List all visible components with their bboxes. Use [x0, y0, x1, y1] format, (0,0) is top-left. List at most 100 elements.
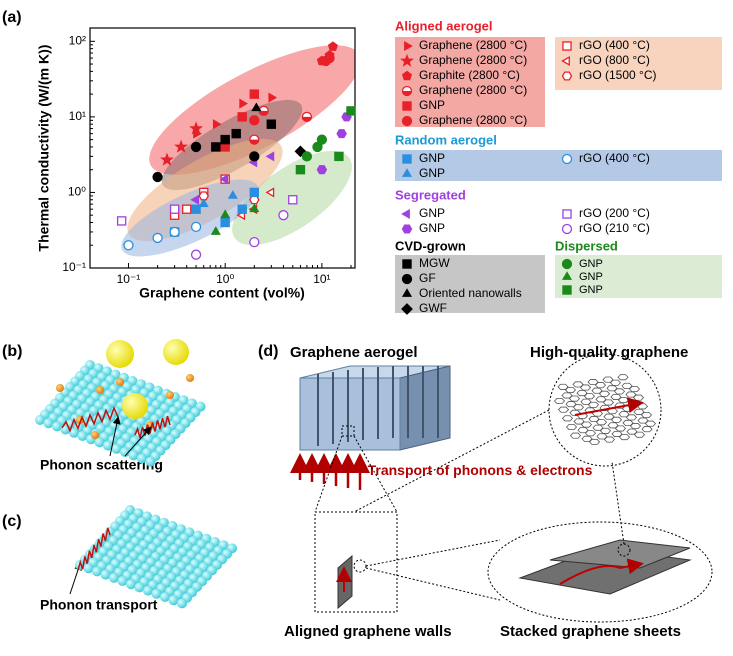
legend-marker — [401, 273, 413, 285]
point — [249, 89, 259, 99]
atom — [137, 453, 147, 464]
phonon — [61, 406, 119, 433]
legend-label: GNP — [419, 206, 445, 220]
legend-label: Graphene (2800 °C) — [419, 53, 527, 67]
panel-label: (b) — [2, 343, 22, 360]
hexagon-cell — [641, 426, 653, 433]
point — [152, 232, 163, 244]
legend-marker — [401, 288, 413, 297]
point — [189, 121, 203, 135]
hexagon-cell — [557, 406, 570, 413]
atom — [117, 576, 128, 586]
legend-marker — [401, 168, 413, 177]
hexagon-cell — [632, 394, 645, 401]
legend-label: GNP — [419, 151, 445, 165]
hexagon-cell — [568, 395, 581, 402]
defect — [91, 431, 99, 439]
hexagon-cell — [610, 416, 623, 423]
legend-label: GNP — [419, 98, 445, 112]
defect — [166, 391, 174, 399]
legend-box — [555, 255, 722, 298]
hexagon-cell — [584, 430, 597, 437]
point — [301, 151, 313, 162]
point — [190, 249, 202, 260]
legend-marker — [402, 101, 412, 111]
hexagon-cell — [625, 414, 638, 421]
point — [220, 217, 230, 228]
point — [239, 98, 249, 109]
point — [327, 41, 338, 51]
legend-marker — [561, 223, 573, 235]
hexagon-cell — [580, 421, 593, 428]
legend-label: GNP — [579, 258, 603, 270]
zoom-line — [353, 409, 550, 513]
point — [237, 204, 247, 214]
defect — [186, 374, 194, 382]
legend-label: GNP — [579, 284, 603, 296]
hexagon-cell — [564, 386, 577, 393]
atom — [83, 563, 94, 574]
legend-title: Random aerogel — [395, 132, 497, 147]
point — [336, 129, 347, 139]
hexagon-cell — [569, 432, 582, 439]
zoom-line — [353, 435, 398, 513]
atom — [109, 572, 119, 583]
hexagon-cell — [595, 419, 608, 426]
point — [346, 106, 356, 116]
regions — [121, 45, 355, 257]
legend-label: GNP — [419, 221, 445, 235]
atom — [128, 450, 139, 461]
x-tick-label: 10¹ — [313, 272, 330, 286]
atom — [69, 427, 79, 438]
point — [278, 210, 289, 221]
panel-label: (a) — [2, 9, 22, 26]
marker-part — [259, 110, 269, 116]
zoom-box — [341, 425, 355, 437]
defect — [96, 386, 104, 394]
point — [219, 174, 229, 185]
hexagon-cell — [618, 434, 631, 441]
defect — [116, 378, 124, 386]
legend-label: Graphene (2800 °C) — [419, 38, 527, 52]
point — [198, 191, 209, 201]
point — [220, 134, 230, 145]
point — [152, 171, 163, 183]
legend-label: GNP — [579, 271, 603, 283]
hexagon-cell — [579, 384, 592, 391]
y-tick-label: 10¹ — [69, 109, 86, 123]
point — [212, 119, 222, 130]
phonon — [134, 415, 171, 439]
legend-marker — [402, 154, 412, 164]
arrow — [559, 558, 644, 585]
point — [174, 139, 188, 153]
legend-marker — [404, 40, 413, 52]
legend-marker — [401, 85, 413, 97]
panel-label: (c) — [2, 513, 22, 530]
atom — [35, 415, 45, 425]
panel-label: (d) — [258, 343, 278, 360]
atom — [168, 595, 179, 606]
point — [160, 152, 174, 166]
legend-marker — [562, 209, 572, 219]
atom — [145, 456, 156, 467]
point — [210, 226, 221, 235]
point — [312, 141, 323, 153]
point — [249, 187, 259, 198]
legend-label: rGO (1500 °C) — [579, 68, 656, 82]
pointer — [109, 416, 121, 457]
legend-box — [395, 150, 722, 181]
point — [231, 128, 241, 139]
hexagon-cell — [614, 425, 627, 432]
atom — [100, 569, 111, 580]
zoom-circle — [617, 543, 631, 557]
panel-d: (d) Graphene aerogel High-quality graphe… — [258, 343, 713, 640]
legend-label: rGO (200 °C) — [579, 206, 650, 220]
hexagon-cell — [633, 431, 646, 438]
hexagon-cell — [629, 423, 642, 430]
hexagon-cell — [602, 399, 615, 406]
point — [169, 226, 180, 238]
hexagon-cell — [565, 423, 578, 430]
legend-label: Graphite (2800 °C) — [419, 68, 520, 82]
walls — [317, 366, 439, 446]
